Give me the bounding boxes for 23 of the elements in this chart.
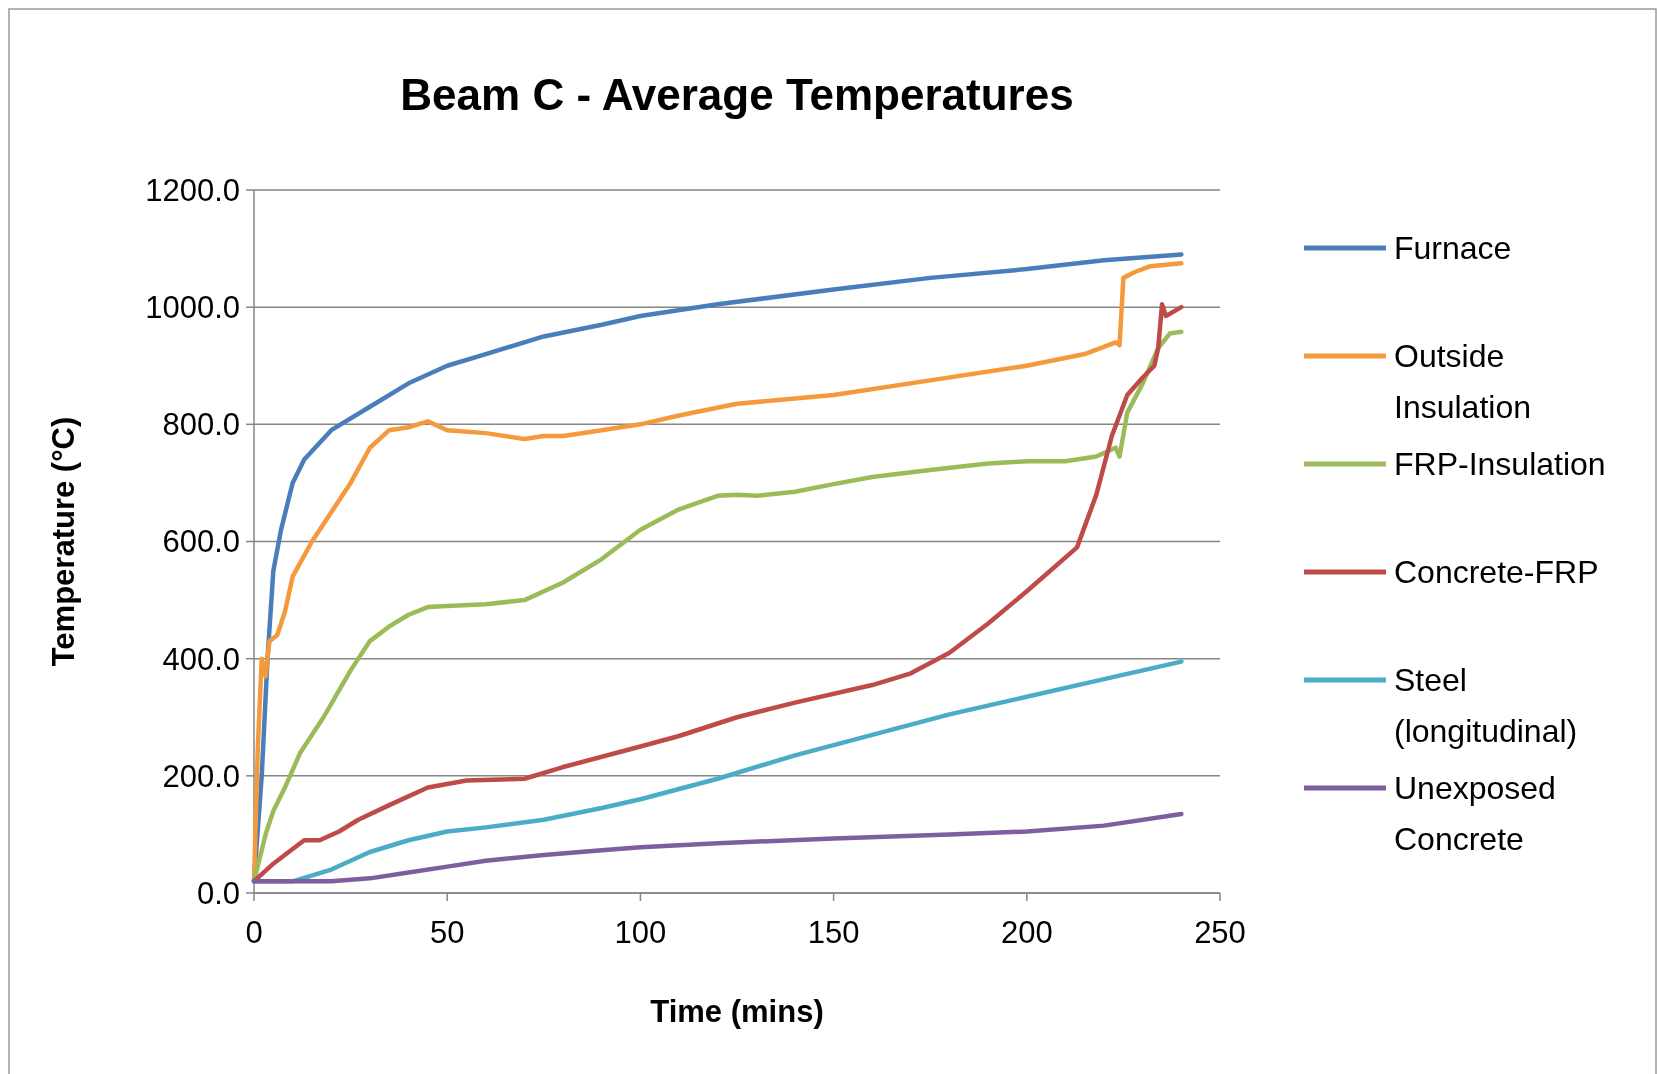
y-tick-label: 0.0 [196,875,240,911]
legend-label: Unexposed Concrete [1394,770,1556,858]
x-tick-label: 250 [1194,915,1246,950]
y-tick-label: 200.0 [162,758,240,794]
legend-label: Concrete-FRP [1394,554,1599,591]
x-tick-label: 100 [614,915,667,950]
x-tick-label: 150 [807,915,860,950]
y-tick-label: 800.0 [162,407,240,443]
y-tick-label: 400.0 [162,641,240,677]
legend-label: Furnace [1394,230,1512,267]
chart-title: Beam C - Average Temperatures [400,70,1074,119]
x-tick-label: 200 [1000,915,1053,950]
legend-label: FRP-Insulation [1394,446,1606,483]
y-tick-label: 600.0 [162,524,240,560]
x-axis-title: Time (mins) [650,994,824,1029]
y-axis-title: Temperature (°C) [46,416,81,667]
y-tick-label: 1200.0 [145,172,240,208]
legend-label: Outside Insulation [1394,338,1531,426]
x-tick-label: 50 [429,915,465,950]
x-tick-label: 0 [245,915,263,950]
line-series [251,811,1184,884]
y-tick-label: 1000.0 [145,290,240,326]
legend-label: Steel (longitudinal) [1394,662,1578,750]
